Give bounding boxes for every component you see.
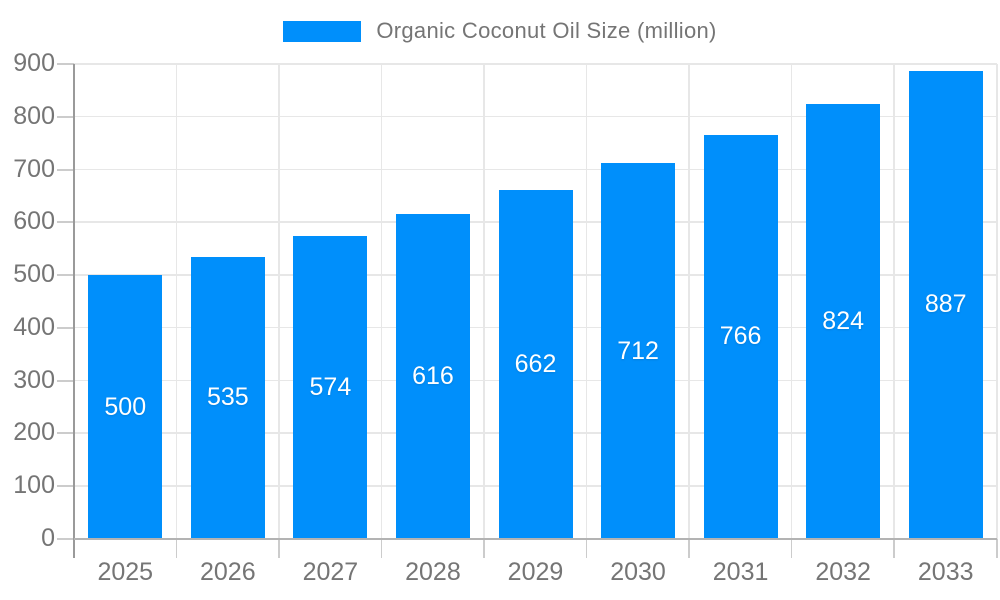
bar-value-label: 824 bbox=[822, 307, 865, 336]
h-gridline bbox=[74, 168, 997, 171]
v-gridline bbox=[688, 64, 690, 539]
bar-value-label: 616 bbox=[412, 361, 454, 390]
bar-2031[interactable]: 766 bbox=[703, 134, 778, 539]
y-axis-label: 800 bbox=[13, 101, 55, 130]
bar-value-label: 574 bbox=[309, 373, 352, 402]
x-axis-label: 2025 bbox=[97, 558, 154, 586]
x-tick bbox=[483, 539, 485, 558]
v-gridline bbox=[483, 64, 485, 539]
x-tick bbox=[585, 539, 588, 558]
bar-2025[interactable]: 500 bbox=[88, 275, 163, 539]
x-tick bbox=[688, 539, 690, 558]
x-axis-label: 2028 bbox=[405, 558, 461, 586]
x-axis-label: 2033 bbox=[917, 558, 974, 586]
v-gridline bbox=[585, 64, 588, 539]
y-axis-label: 200 bbox=[13, 418, 55, 447]
y-tick bbox=[57, 538, 74, 540]
v-gridline bbox=[278, 64, 280, 539]
bar-2030[interactable]: 712 bbox=[601, 163, 676, 539]
bar-2028[interactable]: 616 bbox=[395, 213, 470, 539]
bar-value-label: 662 bbox=[514, 349, 557, 378]
y-axis-label: 400 bbox=[13, 312, 55, 341]
y-axis-label: 500 bbox=[13, 260, 55, 289]
bar-value-label: 766 bbox=[719, 322, 762, 351]
y-axis-label: 100 bbox=[13, 471, 55, 500]
legend-swatch-icon bbox=[283, 20, 362, 42]
h-gridline bbox=[74, 63, 997, 65]
bar-value-label: 500 bbox=[104, 392, 147, 421]
plot-area: 500 535 574 616 662 712 766 824 887 bbox=[74, 63, 998, 539]
h-gridline bbox=[74, 115, 997, 118]
bar-2027[interactable]: 574 bbox=[293, 236, 368, 539]
y-tick bbox=[57, 274, 74, 277]
y-axis-label: 700 bbox=[13, 154, 55, 183]
y-axis-label: 900 bbox=[13, 49, 55, 77]
bar-value-label: 712 bbox=[617, 336, 659, 365]
bar-2026[interactable]: 535 bbox=[190, 256, 265, 539]
y-axis-label: 0 bbox=[41, 524, 55, 552]
x-axis-label: 2030 bbox=[610, 558, 666, 586]
legend[interactable]: Organic Coconut Oil Size (million) bbox=[0, 18, 1000, 44]
y-tick bbox=[57, 168, 74, 171]
x-axis-label: 2031 bbox=[712, 558, 769, 586]
x-tick bbox=[278, 539, 280, 558]
y-tick bbox=[57, 221, 74, 224]
x-tick bbox=[996, 539, 998, 558]
x-axis-line bbox=[74, 538, 997, 540]
y-tick bbox=[57, 326, 74, 329]
legend-label: Organic Coconut Oil Size (million) bbox=[376, 18, 717, 43]
x-axis-label: 2026 bbox=[200, 558, 256, 586]
y-axis-line bbox=[73, 64, 75, 558]
y-axis-label: 300 bbox=[13, 365, 55, 394]
y-tick bbox=[57, 485, 74, 488]
y-tick bbox=[57, 432, 74, 435]
x-tick bbox=[380, 539, 383, 558]
x-tick bbox=[893, 539, 895, 558]
x-axis-label: 2027 bbox=[302, 558, 359, 586]
y-axis-label: 600 bbox=[13, 207, 55, 236]
bar-2032[interactable]: 824 bbox=[806, 104, 881, 539]
v-gridline bbox=[996, 64, 998, 539]
bar-value-label: 887 bbox=[924, 290, 967, 319]
v-gridline bbox=[893, 64, 895, 539]
y-tick bbox=[57, 379, 74, 382]
y-tick bbox=[57, 63, 74, 65]
bar-value-label: 535 bbox=[206, 383, 249, 412]
bar-2029[interactable]: 662 bbox=[498, 189, 573, 539]
v-gridline bbox=[175, 64, 178, 539]
x-axis-label: 2032 bbox=[815, 558, 871, 586]
x-axis-label: 2029 bbox=[507, 558, 564, 586]
bar-2033[interactable]: 887 bbox=[908, 70, 983, 539]
v-gridline bbox=[380, 64, 383, 539]
x-tick bbox=[790, 539, 793, 558]
v-gridline bbox=[790, 64, 793, 539]
x-tick bbox=[175, 539, 178, 558]
y-tick bbox=[57, 115, 74, 118]
